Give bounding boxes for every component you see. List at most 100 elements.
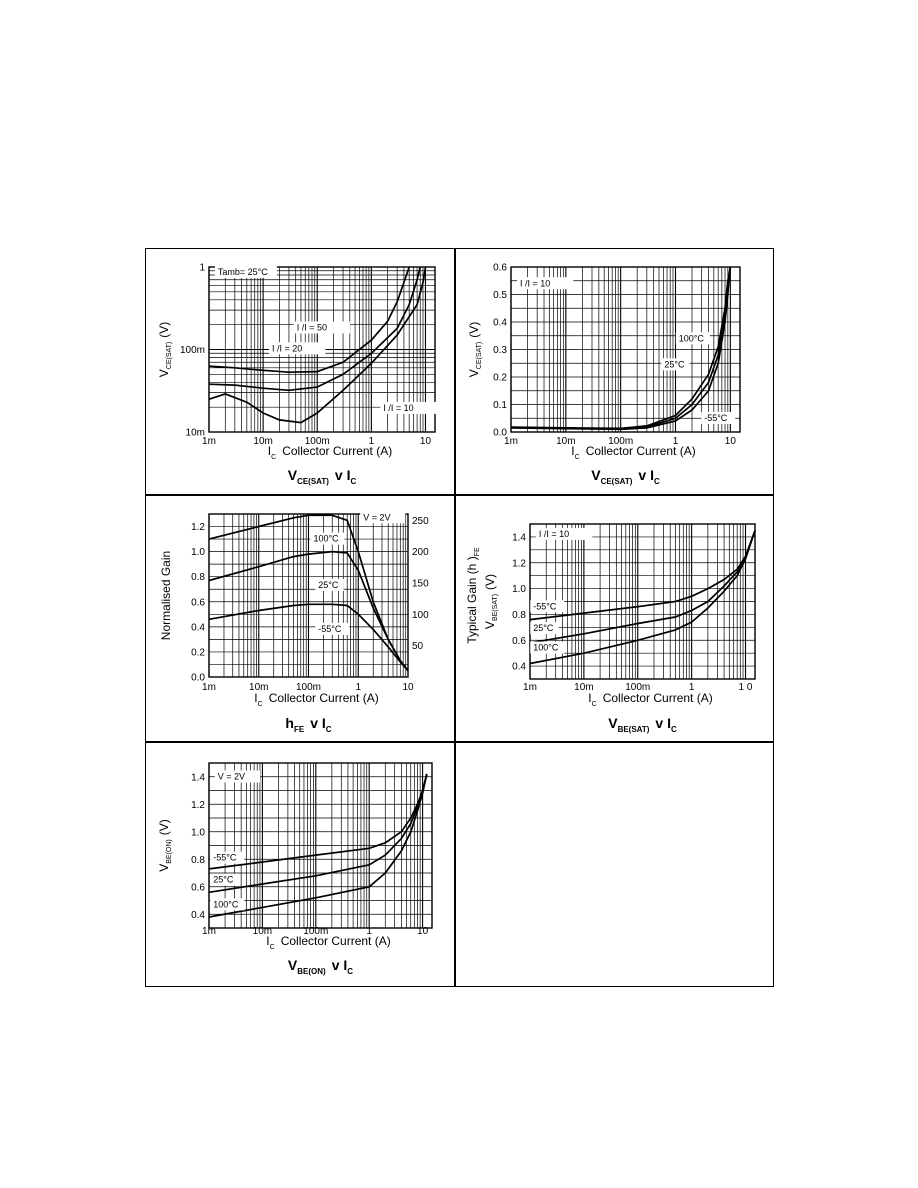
x-axis-label: IC Collector Current (A) [588, 691, 712, 708]
y-tick-label: 0.4 [191, 910, 205, 921]
column-divider [454, 248, 456, 987]
x-axis-label-symbol: I [588, 691, 591, 705]
annotation-label: I /I = 10 [383, 403, 413, 413]
annotation-label: V = 2V [363, 512, 390, 522]
series-line-2 [529, 530, 756, 644]
y2-tick-label: 100 [412, 610, 429, 621]
chart-title-sub: BE(SAT) [618, 725, 650, 734]
x-tick-label: 10 [402, 682, 414, 693]
annotation-label: -55°C [213, 853, 237, 863]
y-tick-label: 0.0 [191, 673, 205, 684]
y-tick-label: 0.2 [191, 647, 205, 658]
x-tick-label: 1m [202, 926, 216, 937]
annotation-label: -55°C [533, 601, 557, 611]
x-tick-label: 10m [574, 682, 593, 693]
y-tick-label: 1.4 [191, 772, 205, 783]
annotation-bg [214, 770, 261, 783]
series-line-3 [510, 266, 732, 430]
y-axis-label-sub: CE(SAT) [166, 342, 173, 369]
annotation-label: I /I = 10 [539, 529, 569, 539]
y-tick-label: 1 [199, 263, 205, 274]
x-axis-label-symbol: I [254, 691, 257, 705]
x-tick-label: 100m [608, 436, 633, 447]
y-tick-label: 0.0 [493, 428, 507, 439]
x-axis-label: IC Collector Current (A) [571, 444, 695, 461]
x-axis-label-sub: C [270, 944, 275, 951]
x-tick-label: 10m [253, 436, 272, 447]
x-tick-label: 100m [296, 682, 321, 693]
plot-frame [208, 762, 433, 929]
y-tick-label: 0.6 [191, 597, 205, 608]
row-divider-2 [145, 741, 774, 743]
annotation-bg [269, 342, 326, 355]
y-tick-label: 1.2 [512, 558, 526, 569]
chart-title-sub2: C [347, 967, 353, 976]
annotation-bg [701, 412, 736, 424]
x-tick-label: 10m [556, 436, 575, 447]
y-tick-label: 10m [186, 428, 205, 439]
x-axis-label-sub: C [575, 454, 580, 461]
x-tick-label: 1m [523, 682, 537, 693]
x-tick-label: 100m [305, 436, 330, 447]
x-axis-label-text: Collector Current (A) [603, 691, 713, 705]
x-axis-label-symbol: I [268, 444, 271, 458]
series-line-1 [208, 266, 411, 374]
x-axis-label: IC Collector Current (A) [254, 691, 378, 708]
series-line-3 [208, 266, 427, 424]
annotation-label: 25°C [318, 580, 339, 590]
y-axis-label-sub: BE(ON) [166, 839, 173, 864]
y2-axis-label-sub: FE [474, 547, 481, 556]
annotation-bg [517, 277, 574, 290]
plot-frame [208, 513, 409, 678]
y2-tick-label: 150 [412, 578, 429, 589]
y-axis-label: VBE(ON)(V) [157, 819, 173, 872]
chart-title-sub2: C [654, 477, 660, 486]
chart-title-mid: v I [335, 467, 351, 483]
y-tick-label: 0.6 [493, 263, 507, 274]
chart-title-mid: v I [638, 467, 654, 483]
y-tick-label: 0.5 [493, 290, 507, 301]
chart-title-sub: CE(SAT) [297, 477, 329, 486]
y-tick-label: 0.8 [191, 572, 205, 583]
x-tick-label: 10 [725, 436, 737, 447]
y-tick-label: 0.1 [493, 400, 507, 411]
x-axis-label-sub: C [592, 701, 597, 708]
annotation-bg [210, 898, 245, 911]
x-tick-label: 10m [253, 926, 272, 937]
annotation-label: 100°C [679, 333, 705, 343]
annotation-bg [530, 622, 559, 635]
annotation-bg [530, 641, 565, 654]
x-tick-label: 1 [366, 926, 372, 937]
y-axis-label-unit: (V) [467, 322, 481, 338]
annotation-bg [535, 527, 593, 540]
y-axis-label: Normalised Gain [159, 551, 173, 640]
annotation-bg [661, 358, 690, 371]
x-axis-label-text: Collector Current (A) [281, 934, 391, 948]
x-tick-label: 10 [417, 926, 429, 937]
annotation-bg [293, 321, 351, 334]
y-tick-label: 0.3 [493, 345, 507, 356]
x-tick-label: 1 [689, 682, 695, 693]
y-axis-label-unit: (V) [157, 322, 171, 338]
annotation-bg [210, 851, 245, 864]
x-axis-label-symbol: I [571, 444, 574, 458]
y-tick-label: 1.0 [191, 827, 205, 838]
x-tick-label: 1 [369, 436, 375, 447]
x-tick-label: 1 [673, 436, 679, 447]
chart-grid-frame [145, 248, 774, 987]
plot-frame [208, 266, 436, 433]
annotation-label: 25°C [213, 875, 234, 885]
chart-title-sub2: C [351, 477, 357, 486]
x-tick-label: 100m [625, 682, 650, 693]
plot-frame [529, 523, 756, 680]
annotation-label: Tamb= 25°C [218, 267, 268, 277]
series-line-1 [529, 530, 756, 621]
annotation-bg [315, 622, 350, 635]
y-axis-label-sub: CE(SAT) [476, 342, 483, 369]
annotation-label: 25°C [664, 359, 685, 369]
x-axis-label-sub: C [258, 701, 263, 708]
y-tick-label: 1.2 [191, 522, 205, 533]
